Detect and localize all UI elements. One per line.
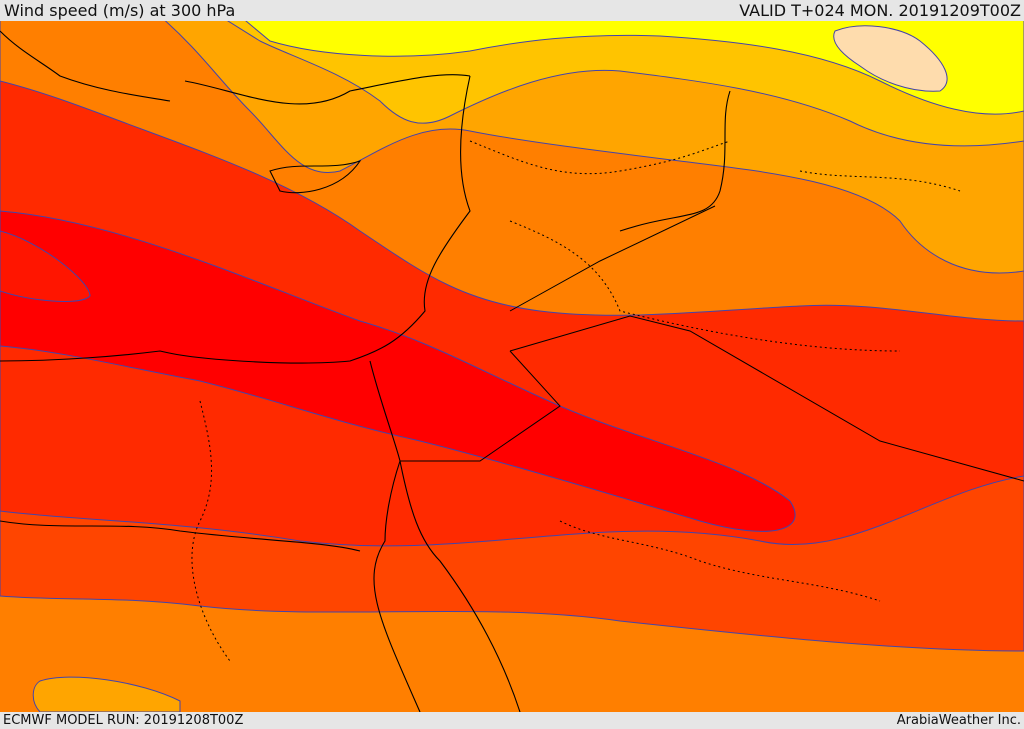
coastlines	[0, 30, 731, 712]
band-peak-pale	[833, 25, 948, 92]
credit: ArabiaWeather Inc.	[896, 713, 1021, 728]
band-jet-core	[0, 210, 796, 532]
model-run: ECMWF MODEL RUN: 20191208T00Z	[3, 713, 244, 728]
band-south-blob	[32, 676, 181, 712]
map-title: Wind speed (m/s) at 300 hPa	[4, 1, 236, 20]
wind-speed-map	[0, 21, 1024, 712]
footer-bar: ECMWF MODEL RUN: 20191208T00Z ArabiaWeat…	[0, 712, 1024, 729]
header-bar: Wind speed (m/s) at 300 hPa VALID T+024 …	[0, 0, 1024, 21]
borders	[191, 140, 961, 662]
valid-time: VALID T+024 MON. 20191209T00Z	[739, 1, 1021, 20]
national-borders	[400, 205, 1024, 482]
jet-core-tongue	[0, 230, 91, 302]
band-yellow	[245, 21, 1024, 115]
